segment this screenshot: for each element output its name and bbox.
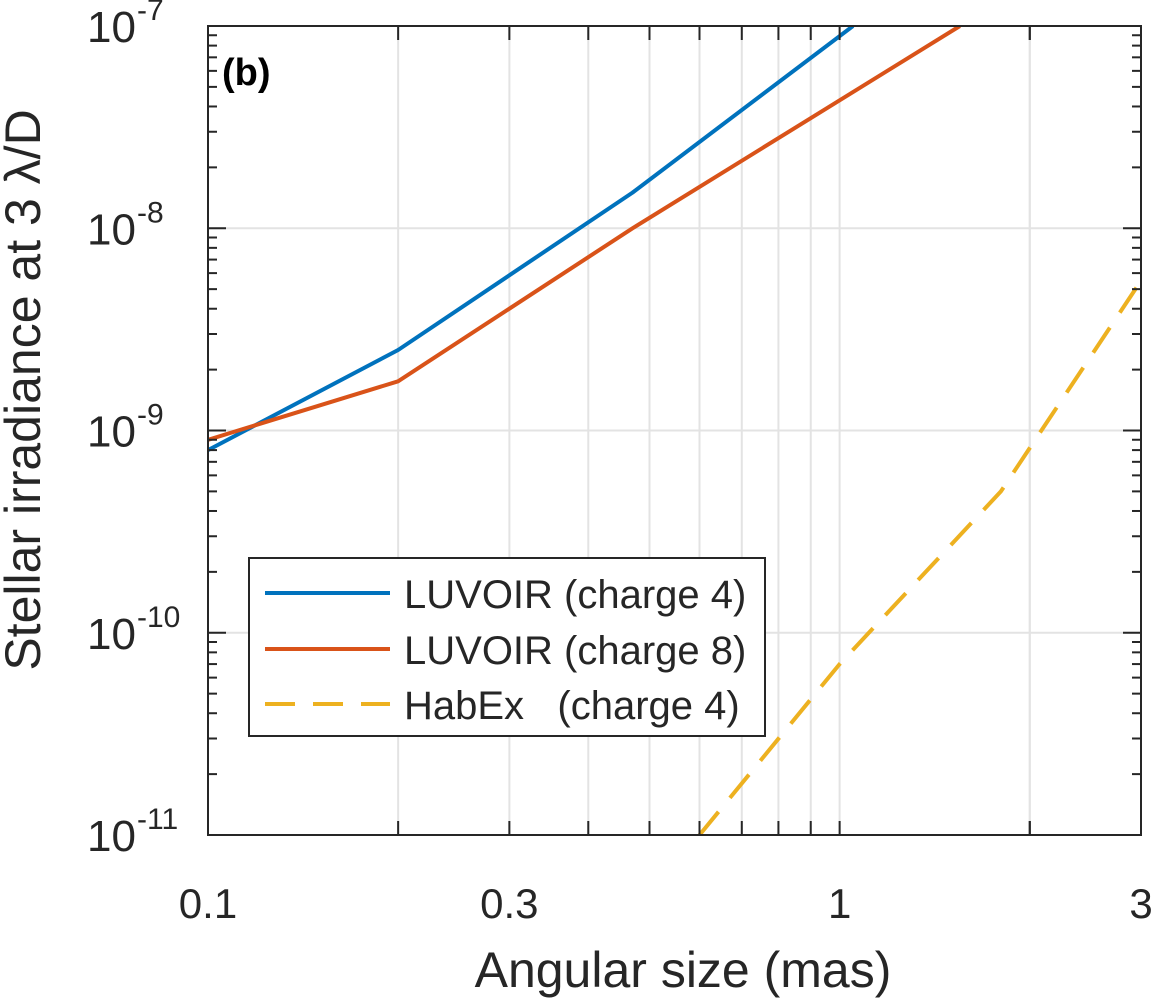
- y-axis-title: Stellar irradiance at 3 λ/D: [0, 109, 51, 670]
- legend-entries: LUVOIR (charge 4) LUVOIR (charge 8) HabEx …: [265, 573, 746, 728]
- y-tick-label: 10 -8: [87, 196, 164, 254]
- x-tick-label: 0.3: [480, 880, 538, 927]
- panel-label: (b): [222, 52, 271, 94]
- plot-lines: [208, 26, 1141, 835]
- y-tick-label: 10 -7: [87, 0, 164, 52]
- y-tick-label: 10 -10: [87, 601, 180, 659]
- ticks: [207, 25, 1142, 836]
- y-tick-base: 10: [87, 3, 136, 52]
- y-tick-exponent: -10: [137, 601, 180, 634]
- x-axis-title: Angular size (mas): [475, 942, 892, 998]
- y-tick-base: 10: [87, 408, 136, 457]
- legend-label-3: HabEx (charge 4): [404, 684, 740, 728]
- y-tick-exponent: -9: [137, 399, 164, 432]
- legend: LUVOIR (charge 4) LUVOIR (charge 8) HabEx …: [248, 557, 766, 737]
- x-tick-label: 3: [1129, 880, 1152, 927]
- y-tick-exponent: -7: [137, 0, 164, 27]
- legend-label-2: LUVOIR (charge 8): [404, 629, 746, 673]
- y-tick-base: 10: [87, 610, 136, 659]
- series-line-1: [208, 26, 855, 452]
- y-tick-exponent: -8: [137, 196, 164, 229]
- y-tick-base: 10: [87, 812, 136, 861]
- legend-label-1: LUVOIR (charge 4): [404, 573, 746, 617]
- y-tick-exponent: -11: [137, 803, 178, 836]
- y-tick-label: 10 -11: [87, 803, 178, 861]
- x-tick-label: 0.1: [179, 880, 237, 927]
- series-line-2: [208, 26, 961, 442]
- series-line-3: [697, 279, 1141, 835]
- y-tick-base: 10: [87, 205, 136, 254]
- x-tick-label: 1: [828, 880, 851, 927]
- y-tick-label: 10 -9: [87, 399, 164, 457]
